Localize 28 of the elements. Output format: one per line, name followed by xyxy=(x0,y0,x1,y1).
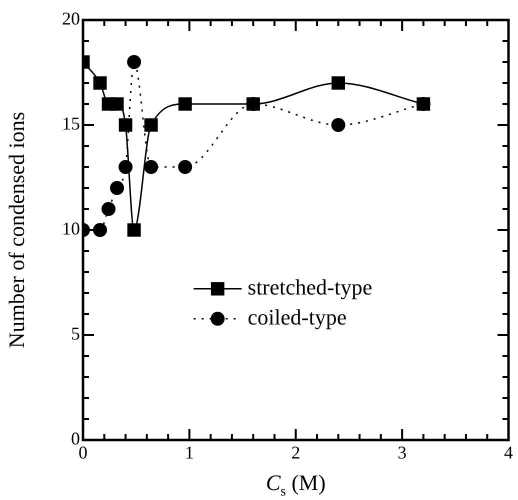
y-tick-label: 0 xyxy=(71,428,80,449)
point xyxy=(118,118,132,132)
point xyxy=(93,76,107,90)
point xyxy=(110,97,124,111)
x-tick-label: 4 xyxy=(504,442,513,463)
point xyxy=(178,160,192,174)
point xyxy=(102,202,116,216)
y-tick-label: 10 xyxy=(62,218,80,239)
legend-label: coiled-type xyxy=(248,304,347,330)
legend-label: stretched-type xyxy=(248,274,372,300)
y-tick-label: 5 xyxy=(71,324,80,344)
x-tick-label: 2 xyxy=(291,442,300,463)
point xyxy=(416,97,430,111)
y-axis-title: Number of condensed ions xyxy=(4,112,29,348)
y-tick-label: 20 xyxy=(62,8,80,29)
point xyxy=(127,223,141,237)
point xyxy=(144,118,158,132)
point xyxy=(110,181,124,195)
point xyxy=(178,97,192,111)
point xyxy=(331,118,346,132)
x-tick-label: 3 xyxy=(398,442,407,463)
point xyxy=(127,55,142,69)
point xyxy=(332,76,346,90)
point xyxy=(246,97,260,111)
point xyxy=(144,160,158,174)
point xyxy=(93,223,108,237)
y-tick-label: 15 xyxy=(62,114,80,134)
x-tick-label: 1 xyxy=(184,442,194,463)
